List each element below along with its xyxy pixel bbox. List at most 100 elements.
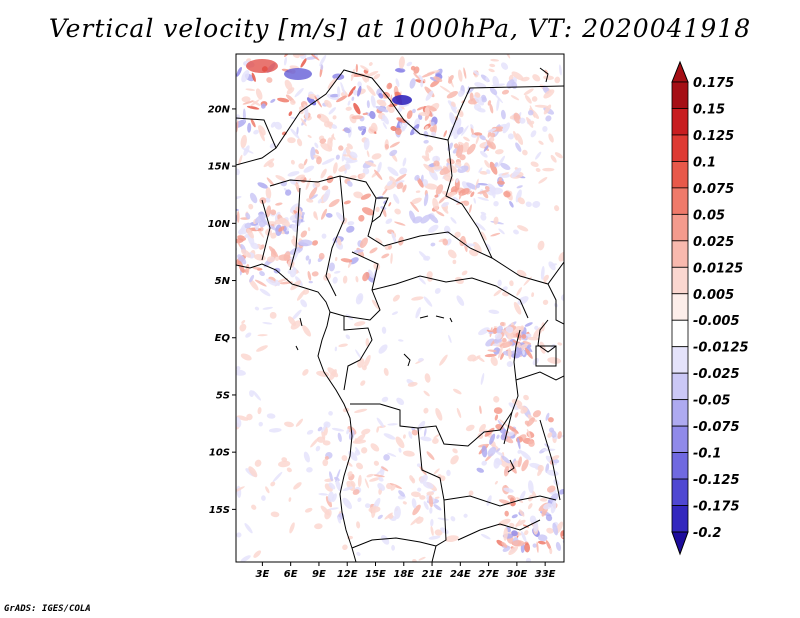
field-cell [262, 306, 273, 310]
field-cell [336, 95, 348, 103]
field-cell [545, 514, 553, 522]
field-cell [348, 86, 356, 97]
field-cell [394, 208, 401, 215]
map-frame [235, 53, 565, 563]
field-cell [315, 445, 321, 452]
field-cell [381, 326, 387, 334]
field-cell [237, 254, 247, 265]
field-cell [411, 498, 417, 509]
field-cell [396, 182, 404, 190]
field-cell [463, 136, 470, 142]
field-cell [539, 498, 548, 502]
field-cell [325, 496, 333, 508]
field-cell [497, 155, 506, 168]
field-cell [338, 145, 344, 151]
field-cell [487, 128, 497, 133]
field-cell [249, 192, 258, 204]
field-cell [410, 516, 421, 526]
field-cell [296, 54, 306, 57]
field-cell [350, 68, 355, 82]
field-cell [428, 535, 441, 540]
field-cell [508, 402, 519, 410]
field-cell [524, 94, 532, 104]
field-cell [430, 526, 434, 536]
field-cell [577, 510, 582, 524]
field-cell [290, 99, 296, 105]
field-cell [398, 339, 404, 342]
field-cell [474, 82, 487, 89]
field-cell [358, 214, 365, 222]
country-borders [236, 67, 564, 562]
field-cell [420, 214, 431, 224]
field-cell [361, 207, 375, 216]
field-cell [511, 71, 524, 81]
field-cell [246, 105, 260, 110]
field-cell [265, 187, 272, 200]
field-cell [531, 292, 535, 298]
field-cell [246, 228, 255, 239]
field-cell [315, 45, 321, 53]
field-cell [488, 186, 496, 193]
field-cell [343, 200, 351, 205]
field-cell [364, 478, 369, 489]
border-chad-sudan [445, 139, 493, 259]
field-cell [335, 479, 342, 492]
field-cell [248, 40, 251, 54]
field-cell [550, 455, 560, 461]
field-cell [262, 322, 273, 325]
lon-label: 6E [284, 569, 298, 580]
field-cell [302, 369, 309, 376]
field-cell [486, 495, 492, 507]
colorbar-label: 0.175 [693, 76, 734, 91]
border-car-south [371, 275, 529, 319]
field-cell [515, 346, 522, 353]
field-cell [360, 380, 366, 386]
field-cell [497, 180, 505, 185]
field-cell [529, 515, 537, 524]
field-cell [323, 272, 332, 281]
field-cell [495, 448, 501, 453]
field-cell [423, 139, 429, 144]
field-cell [238, 154, 243, 166]
field-cell [484, 427, 495, 437]
lake-malawi [539, 419, 561, 501]
field-cell [357, 81, 362, 88]
field-cell [388, 103, 398, 107]
field-cell [254, 279, 267, 287]
field-cell [240, 134, 247, 149]
field-cell [315, 36, 325, 43]
field-cell [378, 344, 388, 354]
field-cell [447, 164, 458, 173]
lake-kariba [507, 459, 515, 473]
field-cell [356, 552, 361, 556]
field-cell [364, 354, 371, 368]
field-cell [456, 295, 465, 306]
border-mali [236, 117, 277, 149]
field-cell [470, 191, 475, 198]
field-cell [229, 229, 235, 235]
field-cell [490, 58, 500, 62]
lat-label: 5S [216, 390, 230, 401]
field-cell [314, 142, 319, 148]
field-cell [328, 198, 340, 208]
field-cell [259, 271, 265, 277]
field-cell [320, 422, 329, 433]
border-zambia [443, 495, 557, 507]
field-cell [345, 334, 351, 340]
field-cell [383, 433, 396, 440]
field-cell [467, 354, 477, 362]
field-cell [373, 73, 381, 80]
colorbar-label: 0.005 [693, 288, 734, 303]
field-cell [320, 64, 324, 71]
field-cell [236, 415, 249, 421]
field-cell [498, 228, 505, 235]
field-cell [488, 331, 494, 334]
field-cell [353, 89, 358, 96]
field-cell [288, 316, 297, 327]
colorbar-label: -0.075 [693, 420, 740, 435]
field-cell [335, 154, 340, 160]
lon-label: 27E [478, 569, 499, 580]
field-cell [286, 467, 292, 473]
field-cell [236, 66, 242, 77]
field-cell [552, 522, 559, 536]
